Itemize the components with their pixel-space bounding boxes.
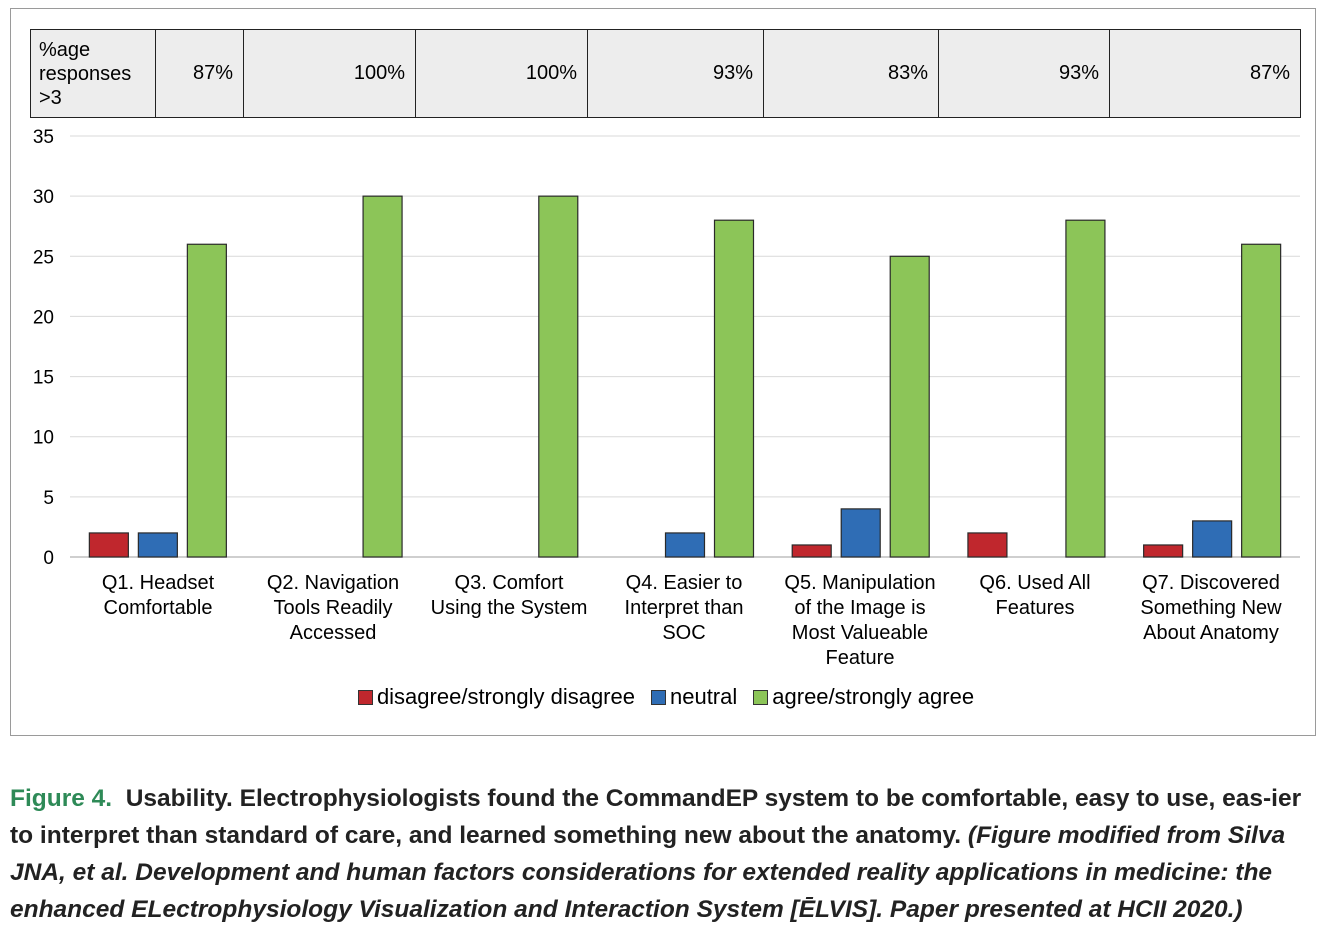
- percentage-q5: 83%: [763, 29, 939, 118]
- y-tick-label-25: 25: [33, 247, 54, 268]
- legend-swatch-agree: [753, 689, 769, 705]
- y-tick-label-10: 10: [33, 428, 54, 449]
- bar-q4-agree: [713, 219, 755, 558]
- percentage-table: %age responses >3 87% 100% 100% 93% 83% …: [30, 29, 1301, 118]
- category-label-q3: Q3. Comfort Using the System: [430, 572, 588, 619]
- legend-item-disagree: disagree/strongly disagree: [357, 684, 635, 710]
- bar-q2-agree: [362, 195, 403, 558]
- legend-item-agree: agree/strongly agree: [753, 684, 974, 710]
- percentage-q7: 87%: [1109, 29, 1301, 118]
- percentage-q2: 100%: [243, 29, 416, 118]
- chart-legend: disagree/strongly disagree neutral agree…: [0, 684, 1332, 710]
- y-tick-label-30: 30: [33, 187, 54, 208]
- bar-q4-neutral: [664, 532, 706, 558]
- category-label-q2: Q2. Navigation Tools Readily Accessed: [266, 572, 400, 644]
- category-label-q5: Q5. Manipulation of the Image is Most Va…: [784, 572, 936, 669]
- category-label-q1: Q1. Headset Comfortable: [101, 572, 215, 619]
- bar-q6-agree: [1065, 219, 1106, 558]
- y-tick-label-0: 0: [43, 548, 54, 569]
- percentage-q6: 93%: [938, 29, 1110, 118]
- category-label-q4: Q4. Easier to Interpret than SOC: [624, 572, 744, 644]
- bar-q7-disagree: [1143, 544, 1184, 558]
- bar-q7-neutral: [1192, 520, 1233, 558]
- bar-q1-disagree: [88, 532, 129, 558]
- bar-q1-neutral: [137, 532, 178, 558]
- legend-item-neutral: neutral: [650, 684, 738, 710]
- bar-q1-agree: [186, 243, 227, 558]
- percentage-table-header-text: %age responses >3: [39, 38, 132, 109]
- y-tick-label-35: 35: [33, 127, 54, 148]
- legend-label-agree: agree/strongly agree: [772, 684, 975, 709]
- bar-q3-agree: [538, 195, 579, 558]
- bar-q7-agree: [1241, 243, 1282, 558]
- legend-label-neutral: neutral: [669, 684, 738, 709]
- bar-q5-agree: [889, 255, 930, 558]
- category-label-q7: Q7. Discovered Something New About Anato…: [1140, 572, 1282, 644]
- percentage-table-header: %age responses >3: [30, 29, 156, 118]
- bar-q5-neutral: [840, 508, 881, 558]
- figure-caption-reference: (Figure modified from Silva JNA, et al. …: [10, 822, 1286, 923]
- percentage-q3: 100%: [415, 29, 588, 118]
- bar-q5-disagree: [791, 544, 832, 558]
- category-label-q6: Q6. Used All Features: [979, 572, 1091, 619]
- percentage-q4: 93%: [587, 29, 764, 118]
- legend-swatch-neutral: [650, 689, 666, 705]
- y-tick-label-15: 15: [33, 368, 54, 389]
- figure-caption: Figure 4. Usability. Electrophysiologist…: [10, 780, 1310, 928]
- legend-label-disagree: disagree/strongly disagree: [376, 684, 635, 709]
- y-tick-label-5: 5: [43, 488, 54, 509]
- bar-q6-disagree: [967, 532, 1008, 558]
- legend-swatch-disagree: [357, 689, 373, 705]
- figure-label: Figure 4.: [10, 785, 113, 812]
- y-tick-label-20: 20: [33, 307, 54, 328]
- figure-caption-text: Usability. Electrophysiologists found th…: [10, 785, 1302, 849]
- percentage-q1: 87%: [155, 29, 244, 118]
